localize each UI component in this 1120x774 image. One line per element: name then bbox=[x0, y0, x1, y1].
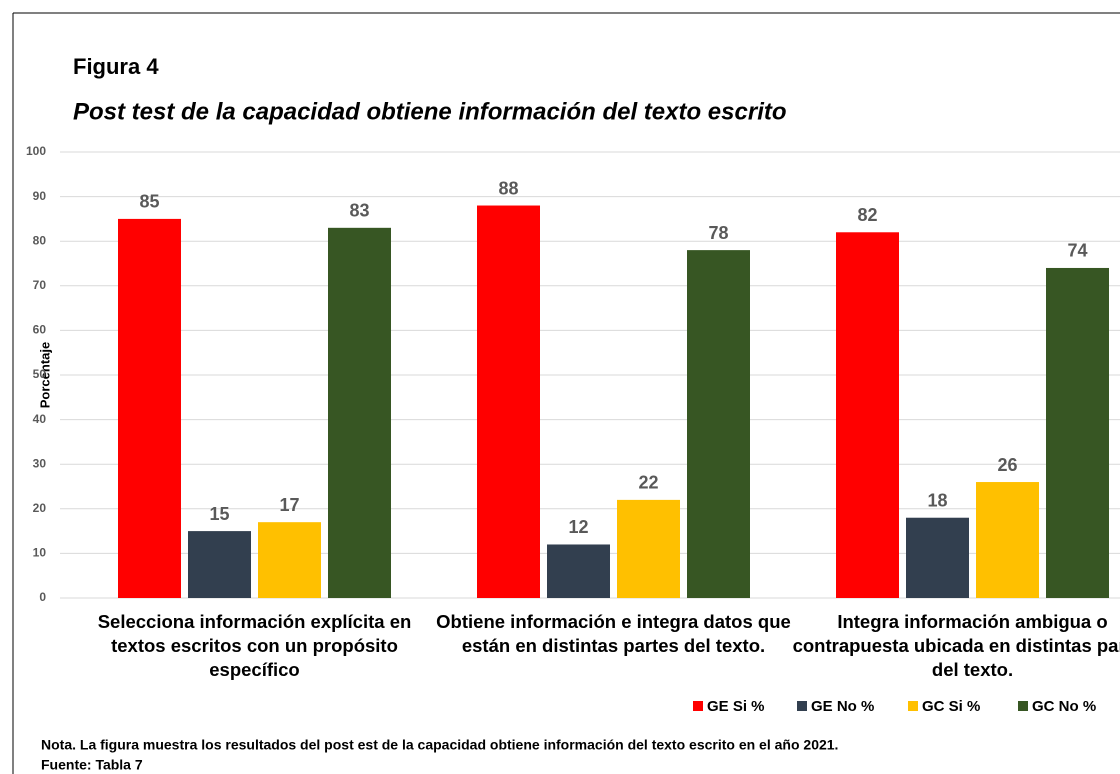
data-label: 17 bbox=[279, 495, 299, 515]
note: Nota. La figura muestra los resultados d… bbox=[41, 737, 838, 753]
data-label: 22 bbox=[638, 473, 658, 493]
y-tick-label: 70 bbox=[33, 278, 47, 292]
legend-label: GE Si % bbox=[707, 698, 765, 715]
x-tick-label: Integra información ambigua o contrapues… bbox=[792, 611, 1120, 680]
y-tick-label: 20 bbox=[33, 501, 47, 515]
bar bbox=[547, 544, 610, 598]
legend-label: GC Si % bbox=[922, 698, 980, 715]
bar bbox=[258, 522, 321, 598]
bar bbox=[1046, 267, 1109, 598]
bar bbox=[477, 205, 540, 598]
data-label: 12 bbox=[568, 517, 588, 537]
legend-swatch bbox=[797, 701, 807, 711]
bar bbox=[617, 499, 680, 598]
y-tick-label: 10 bbox=[33, 546, 47, 560]
y-tick-label: 40 bbox=[33, 412, 47, 426]
x-tick-label: Obtiene información e integra datos que … bbox=[436, 611, 791, 656]
y-tick-label: 0 bbox=[39, 590, 46, 604]
data-label: 15 bbox=[209, 504, 229, 524]
data-label: 85 bbox=[139, 192, 159, 212]
bar bbox=[687, 250, 750, 598]
data-label: 82 bbox=[857, 205, 877, 225]
y-axis-label: Porcentaje bbox=[37, 342, 52, 408]
bar bbox=[836, 232, 899, 598]
legend-swatch bbox=[693, 701, 703, 711]
data-label: 74 bbox=[1067, 241, 1087, 261]
data-label: 88 bbox=[498, 178, 518, 198]
legend-swatch bbox=[908, 701, 918, 711]
chart-title: Post test de la capacidad obtiene inform… bbox=[73, 98, 787, 125]
legend-label: GE No % bbox=[811, 698, 874, 715]
x-tick-label: Selecciona información explícita en text… bbox=[97, 611, 412, 680]
bar bbox=[976, 482, 1039, 598]
source: Fuente: Tabla 7 bbox=[41, 757, 143, 773]
bar bbox=[118, 218, 181, 598]
data-label: 18 bbox=[927, 490, 947, 510]
data-label: 78 bbox=[708, 223, 728, 243]
bar bbox=[328, 227, 391, 598]
legend-swatch bbox=[1018, 701, 1028, 711]
figure-label: Figura 4 bbox=[73, 54, 159, 79]
y-tick-label: 80 bbox=[33, 233, 47, 247]
y-tick-label: 50 bbox=[33, 367, 47, 381]
y-tick-label: 60 bbox=[33, 323, 47, 337]
data-label: 26 bbox=[997, 455, 1017, 475]
legend-label: GC No % bbox=[1032, 698, 1096, 715]
bar bbox=[188, 531, 251, 598]
data-label: 83 bbox=[349, 201, 369, 221]
y-tick-label: 100 bbox=[26, 144, 46, 158]
y-tick-label: 30 bbox=[33, 456, 47, 470]
y-tick-label: 90 bbox=[33, 189, 47, 203]
bar bbox=[906, 517, 969, 598]
